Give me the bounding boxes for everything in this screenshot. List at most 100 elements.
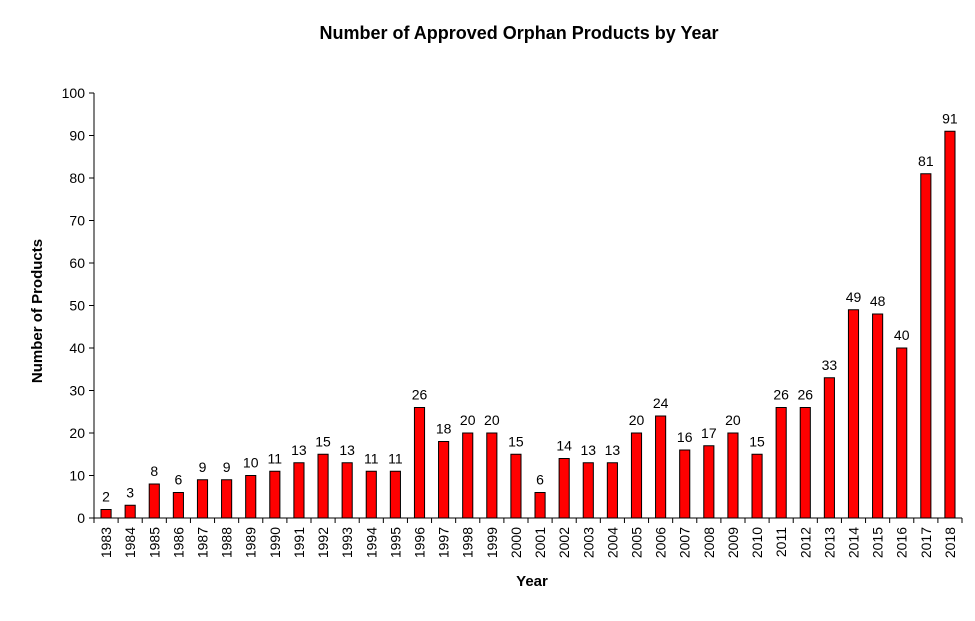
bar-1991 bbox=[293, 462, 305, 519]
bar-1984 bbox=[124, 504, 136, 519]
x-tick-label-2001: 2001 bbox=[532, 527, 548, 558]
bar-2000 bbox=[510, 453, 522, 519]
bar-2001 bbox=[534, 492, 546, 519]
x-tick-label-2010: 2010 bbox=[749, 527, 765, 558]
bar-2013 bbox=[823, 377, 835, 519]
data-label-1985: 8 bbox=[150, 463, 158, 479]
data-label-1984: 3 bbox=[126, 484, 134, 500]
bar-2004 bbox=[606, 462, 618, 519]
chart-title: Number of Approved Orphan Products by Ye… bbox=[319, 23, 718, 43]
data-label-2007: 16 bbox=[677, 429, 693, 445]
x-tick-label-1988: 1988 bbox=[219, 527, 235, 558]
x-tick-label-2005: 2005 bbox=[629, 527, 645, 558]
x-tick-label-1997: 1997 bbox=[436, 527, 452, 558]
bar-2014 bbox=[847, 309, 860, 519]
x-tick-label-2016: 2016 bbox=[894, 527, 910, 558]
bar-2002 bbox=[558, 458, 570, 519]
y-tick-label: 30 bbox=[69, 383, 85, 399]
x-tick-label-1990: 1990 bbox=[267, 527, 283, 558]
x-tick-label-1987: 1987 bbox=[195, 527, 211, 558]
y-tick-label: 70 bbox=[69, 213, 85, 229]
x-tick-label-1989: 1989 bbox=[243, 527, 259, 558]
bar-1987 bbox=[196, 479, 209, 519]
data-label-2002: 14 bbox=[556, 438, 572, 454]
bar-1998 bbox=[462, 432, 474, 519]
bar-1995 bbox=[389, 470, 401, 519]
data-label-1998: 20 bbox=[460, 412, 476, 428]
x-tick-label-1984: 1984 bbox=[122, 527, 138, 558]
bar-2016 bbox=[896, 347, 908, 519]
x-tick-label-2014: 2014 bbox=[846, 527, 862, 558]
bar-2018 bbox=[944, 130, 956, 519]
data-label-1992: 15 bbox=[315, 433, 331, 449]
x-tick-label-2009: 2009 bbox=[725, 527, 741, 558]
bar-2015 bbox=[872, 313, 884, 519]
x-tick-label-1999: 1999 bbox=[484, 527, 500, 558]
x-tick-label-1991: 1991 bbox=[291, 527, 307, 558]
x-tick-label-1992: 1992 bbox=[315, 527, 331, 558]
y-tick-label: 40 bbox=[69, 340, 85, 356]
bar-2009 bbox=[727, 432, 739, 519]
data-label-2012: 26 bbox=[797, 387, 813, 403]
data-label-1994: 11 bbox=[364, 450, 379, 466]
y-tick-label: 50 bbox=[69, 298, 85, 314]
data-label-2015: 48 bbox=[870, 293, 886, 309]
data-label-2000: 15 bbox=[508, 433, 524, 449]
bar-1999 bbox=[486, 432, 498, 519]
x-tick-label-2004: 2004 bbox=[604, 527, 620, 558]
x-tick-label-2000: 2000 bbox=[508, 527, 524, 558]
data-label-2016: 40 bbox=[894, 327, 910, 343]
bar-1986 bbox=[172, 492, 184, 519]
plot-area: 0 10 20 30 40 50 60 70 80 90 100 2 1983 3 1984 8 1985 6 19… bbox=[62, 85, 963, 558]
data-label-2014: 49 bbox=[846, 289, 862, 305]
bar-2008 bbox=[703, 445, 715, 519]
bar-2011 bbox=[775, 407, 787, 519]
data-label-1990: 11 bbox=[268, 450, 283, 466]
data-label-2018: 91 bbox=[942, 110, 958, 126]
bar-1993 bbox=[341, 462, 353, 519]
bar-2005 bbox=[630, 432, 643, 519]
bar-2007 bbox=[679, 449, 691, 519]
bar-1997 bbox=[438, 441, 450, 519]
x-tick-label-1995: 1995 bbox=[387, 527, 403, 558]
x-axis-title: Year bbox=[516, 573, 548, 590]
data-label-2003: 13 bbox=[580, 442, 596, 458]
bar-1994 bbox=[365, 470, 377, 519]
data-label-1987: 9 bbox=[199, 459, 207, 475]
x-tick-label-2002: 2002 bbox=[556, 527, 572, 558]
x-tick-label-2006: 2006 bbox=[653, 527, 669, 558]
x-tick-label-1993: 1993 bbox=[339, 527, 355, 558]
data-label-1993: 13 bbox=[339, 442, 355, 458]
data-label-1983: 2 bbox=[102, 489, 110, 505]
y-tick-label: 80 bbox=[69, 170, 85, 186]
data-label-1986: 6 bbox=[174, 472, 182, 488]
x-tick-label-1998: 1998 bbox=[460, 527, 476, 558]
y-tick-label: 0 bbox=[77, 510, 85, 526]
bar-2017 bbox=[920, 173, 932, 519]
data-label-1995: 11 bbox=[388, 450, 403, 466]
data-label-2017: 81 bbox=[918, 153, 934, 169]
bar-1992 bbox=[317, 453, 329, 519]
x-tick-label-1996: 1996 bbox=[412, 527, 428, 558]
bar-1990 bbox=[269, 470, 281, 519]
data-label-2011: 26 bbox=[773, 387, 789, 403]
data-label-1991: 13 bbox=[291, 442, 307, 458]
data-label-1996: 26 bbox=[412, 387, 428, 403]
bar-2003 bbox=[582, 462, 594, 519]
x-tick-label-2008: 2008 bbox=[701, 527, 717, 558]
y-tick-label: 100 bbox=[62, 85, 86, 101]
data-label-2001: 6 bbox=[536, 472, 544, 488]
x-tick-label-1986: 1986 bbox=[170, 527, 186, 558]
y-tick-label: 10 bbox=[69, 468, 85, 484]
bar-2012 bbox=[799, 407, 811, 519]
bar-1996 bbox=[413, 407, 426, 519]
bar-1988 bbox=[221, 479, 233, 519]
y-axis-title: Number of Products bbox=[29, 239, 46, 383]
x-tick-label-1985: 1985 bbox=[146, 527, 162, 558]
y-tick-label: 90 bbox=[69, 128, 85, 144]
x-tick-label-2018: 2018 bbox=[942, 527, 958, 558]
data-label-1997: 18 bbox=[436, 421, 452, 437]
data-label-2010: 15 bbox=[749, 433, 765, 449]
data-label-2008: 17 bbox=[701, 425, 717, 441]
